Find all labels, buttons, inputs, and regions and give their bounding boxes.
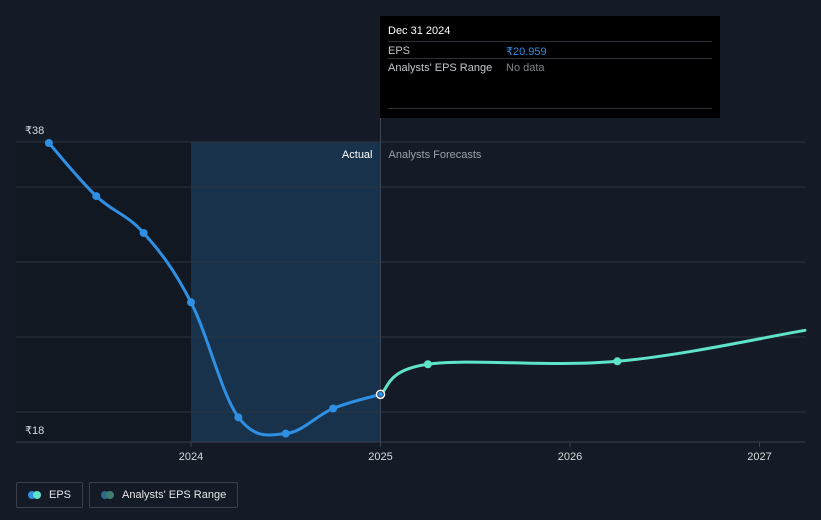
past-region [16, 142, 191, 442]
eps-data-point[interactable] [613, 357, 622, 366]
tooltip: Dec 31 2024 EPS ₹20.959 Analysts' EPS Ra… [380, 16, 720, 118]
forecast-label: Analysts Forecasts [389, 149, 482, 161]
grid-lines [16, 141, 805, 443]
eps-data-point[interactable] [44, 139, 53, 147]
eps-data-point[interactable] [234, 413, 243, 422]
eps-range-swatch-icon [101, 491, 115, 499]
legend-eps[interactable]: EPS [16, 482, 84, 508]
eps-data-point[interactable] [281, 429, 290, 438]
eps-series-line [379, 328, 807, 396]
x-axis: 2024 2025 2026 2027 [179, 442, 772, 463]
y-tick-label-top: ₹38 [25, 125, 44, 137]
series-lines [47, 141, 807, 437]
eps-series-line [47, 141, 382, 437]
highlight-region [191, 142, 381, 442]
tooltip-range-label: Analysts' EPS Range [388, 62, 493, 74]
eps-chart: Actual Analysts Forecasts ₹38 ₹18 2024 20… [16, 118, 807, 463]
x-tick-label: 2025 [368, 451, 392, 463]
x-tick-label: 2024 [179, 451, 203, 463]
legend-eps-label: EPS [49, 489, 72, 501]
tooltip-date: Dec 31 2024 [388, 25, 451, 37]
eps-data-point[interactable] [423, 360, 432, 369]
tooltip-eps-value: ₹20.959 [506, 46, 547, 58]
eps-data-point[interactable] [187, 298, 195, 307]
eps-data-point[interactable] [329, 404, 338, 413]
legend-eps-range-label: Analysts' EPS Range [122, 489, 227, 501]
tooltip-divider [388, 108, 712, 109]
x-tick-label: 2026 [558, 451, 582, 463]
legend: EPS Analysts' EPS Range [16, 482, 239, 510]
series-markers [44, 139, 622, 438]
eps-data-point-core [378, 391, 383, 397]
tooltip-row-range: Analysts' EPS Range No data [388, 58, 712, 76]
eps-data-point[interactable] [139, 228, 148, 237]
y-tick-label-bottom: ₹18 [25, 425, 44, 437]
x-tick-label: 2027 [747, 451, 771, 463]
actual-label: Actual [342, 149, 373, 161]
tooltip-eps-label: EPS [388, 45, 411, 57]
eps-data-point[interactable] [92, 192, 101, 201]
tooltip-row-eps: EPS ₹20.959 [388, 41, 712, 59]
legend-eps-range[interactable]: Analysts' EPS Range [89, 482, 239, 508]
eps-swatch-icon [28, 491, 41, 499]
tooltip-range-value: No data [506, 62, 545, 74]
